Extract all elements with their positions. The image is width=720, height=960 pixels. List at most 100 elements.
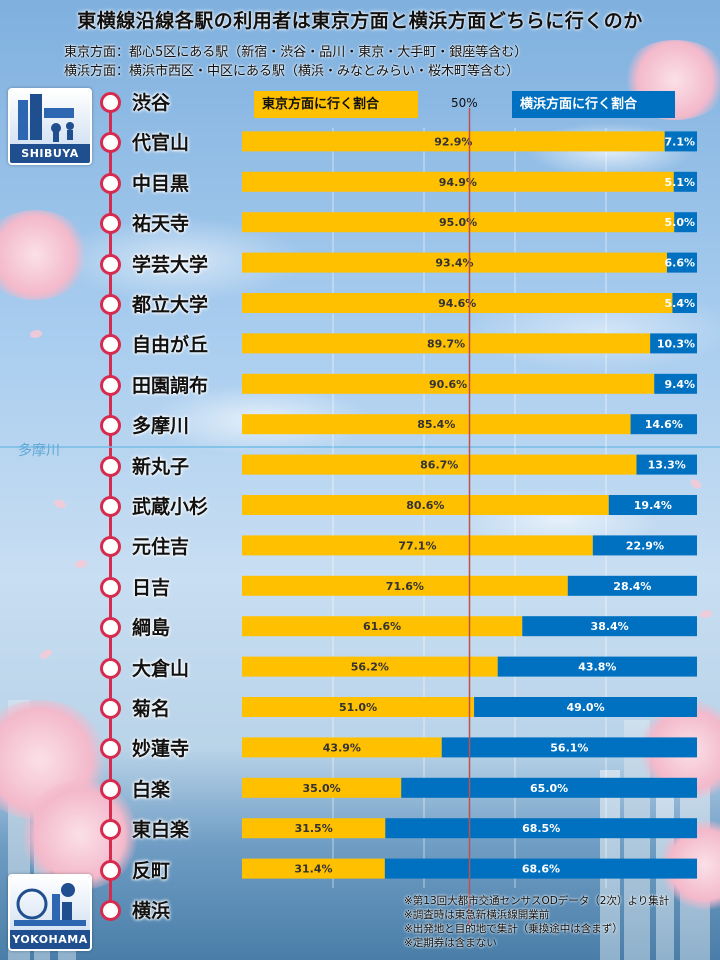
label-tokyo-pct: 85.4% [417,418,455,431]
bar-tokyo [242,333,651,354]
bar-yokohama [666,252,697,273]
bar-yokohama [636,454,697,475]
station-name: 都立大学 [132,294,209,316]
legend-midpoint-label: 50% [451,96,478,110]
label-yokohama-pct: 9.4% [664,378,695,391]
station-marker [100,92,121,113]
label-yokohama-pct: 5.1% [664,176,695,189]
label-tokyo-pct: 93.4% [435,257,473,270]
subtitle-yokohama-definition: 横浜方面：横浜市西区・中区にある駅（横浜・みなとみらい・桜木町等含む） [64,64,520,79]
station-marker [100,617,121,639]
label-yokohama-pct: 68.5% [522,822,560,835]
station-name: 中目黒 [132,172,190,195]
station-marker [100,415,121,437]
bar-tokyo [242,252,667,273]
label-tokyo-pct: 94.9% [439,176,477,189]
yokohama-station-badge: YOKOHAMA [8,874,92,951]
bar-yokohama [608,495,697,515]
label-yokohama-pct: 10.3% [657,337,695,350]
bar-tokyo [242,293,673,313]
bar-tokyo [242,777,402,798]
bar-tokyo [242,495,609,515]
label-yokohama-pct: 49.0% [566,701,604,714]
bar-yokohama [650,333,697,354]
label-yokohama-pct: 56.1% [550,741,588,754]
bar-tokyo [242,818,386,839]
bar-tokyo [242,697,475,717]
label-tokyo-pct: 43.9% [323,741,361,754]
station-name: 菊名 [132,698,171,720]
bar-tokyo [242,535,593,556]
label-yokohama-pct: 65.0% [530,782,568,795]
station-marker [100,657,121,679]
yokohama-illustration-icon [10,876,90,930]
bar-yokohama [385,818,697,839]
label-yokohama-pct: 38.4% [591,620,629,633]
label-tokyo-pct: 31.5% [295,822,333,835]
bar-yokohama [474,697,697,717]
station-marker [100,738,121,760]
legend-tokyo: 東京方面に行く割合 [254,91,418,118]
station-name: 学芸大学 [132,253,209,276]
station-marker [100,374,121,396]
label-tokyo-pct: 51.0% [339,701,377,714]
bar-yokohama [654,373,697,394]
station-marker [100,172,121,194]
footnotes: ※第13回大都市交通センサスODデータ（2次）より集計 ※調査時は東急新横浜線開… [404,894,669,950]
bar-tokyo [242,212,675,233]
label-tokyo-pct: 77.1% [398,539,436,552]
label-yokohama-pct: 28.4% [613,580,651,593]
bar-yokohama [522,616,697,637]
station-name: 祐天寺 [132,213,190,236]
footnote-survey-timing: ※調査時は東急新横浜線開業前 [404,909,550,921]
station-marker [100,819,121,841]
station-name: 日吉 [132,576,171,599]
station-name: 綱島 [132,617,171,640]
label-tokyo-pct: 61.6% [363,620,401,633]
bar-yokohama [674,212,697,233]
station-marker [100,576,121,598]
station-name: 反町 [132,859,171,882]
label-yokohama-pct: 19.4% [634,499,672,512]
label-yokohama-pct: 22.9% [626,539,664,552]
station-name: 代官山 [132,132,190,155]
bar-tokyo [242,656,498,677]
bar-tokyo [242,616,523,637]
label-yokohama-pct: 14.6% [645,418,683,431]
bar-tokyo [242,575,568,596]
station-marker [100,132,121,154]
station-name: 渋谷 [132,92,171,114]
label-tokyo-pct: 80.6% [406,499,444,512]
station-marker [100,859,121,881]
station-name: 多摩川 [132,415,190,438]
station-name: 自由が丘 [132,334,209,357]
label-tokyo-pct: 86.7% [420,459,458,472]
station-marker [100,294,121,315]
station-name: 東白楽 [132,819,190,842]
station-marker [100,536,121,558]
bar-yokohama [497,656,697,677]
subtitle-tokyo-definition: 東京方面：都心5区にある駅（新宿・渋谷・品川・東京・大手町・銀座等含む） [64,45,528,60]
station-marker [100,334,121,356]
station-marker [100,778,121,800]
bar-tokyo [242,737,442,758]
bar-tokyo [242,171,674,192]
station-name: 田園調布 [132,374,209,397]
bar-yokohama [567,575,697,596]
station-name: 武蔵小杉 [132,496,209,518]
station-marker [100,698,121,719]
shibuya-illustration-icon [10,90,90,144]
label-tokyo-pct: 35.0% [303,782,341,795]
label-yokohama-pct: 13.3% [648,459,686,472]
footnote-source: ※第13回大都市交通センサスODデータ（2次）より集計 [404,895,670,907]
label-tokyo-pct: 56.2% [351,661,389,674]
bar-yokohama [592,535,697,556]
station-name: 白楽 [132,778,171,801]
bar-yokohama [384,858,697,879]
bar-tokyo [242,414,631,435]
station-marker [100,455,121,477]
station-marker [100,253,121,275]
label-yokohama-pct: 68.6% [522,863,560,876]
label-tokyo-pct: 95.0% [439,216,477,229]
label-tokyo-pct: 94.6% [438,297,476,310]
